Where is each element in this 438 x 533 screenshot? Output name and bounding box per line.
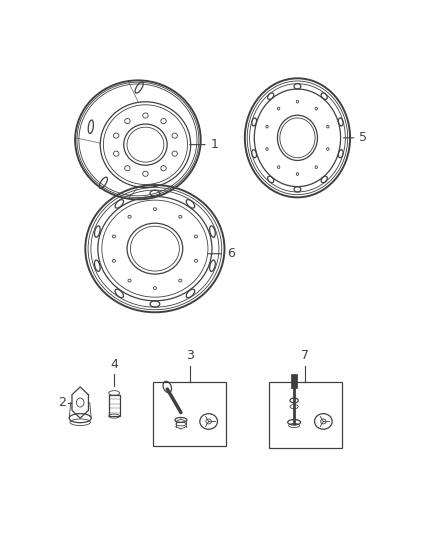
Text: 5: 5 xyxy=(343,131,367,144)
Text: 4: 4 xyxy=(110,358,118,371)
Text: 1: 1 xyxy=(190,138,219,151)
Bar xyxy=(153,382,226,446)
Bar xyxy=(291,374,297,388)
Text: 6: 6 xyxy=(208,247,235,260)
Text: 3: 3 xyxy=(186,349,194,362)
Bar xyxy=(268,382,342,448)
Text: 2: 2 xyxy=(58,396,66,409)
Text: 7: 7 xyxy=(301,349,309,362)
